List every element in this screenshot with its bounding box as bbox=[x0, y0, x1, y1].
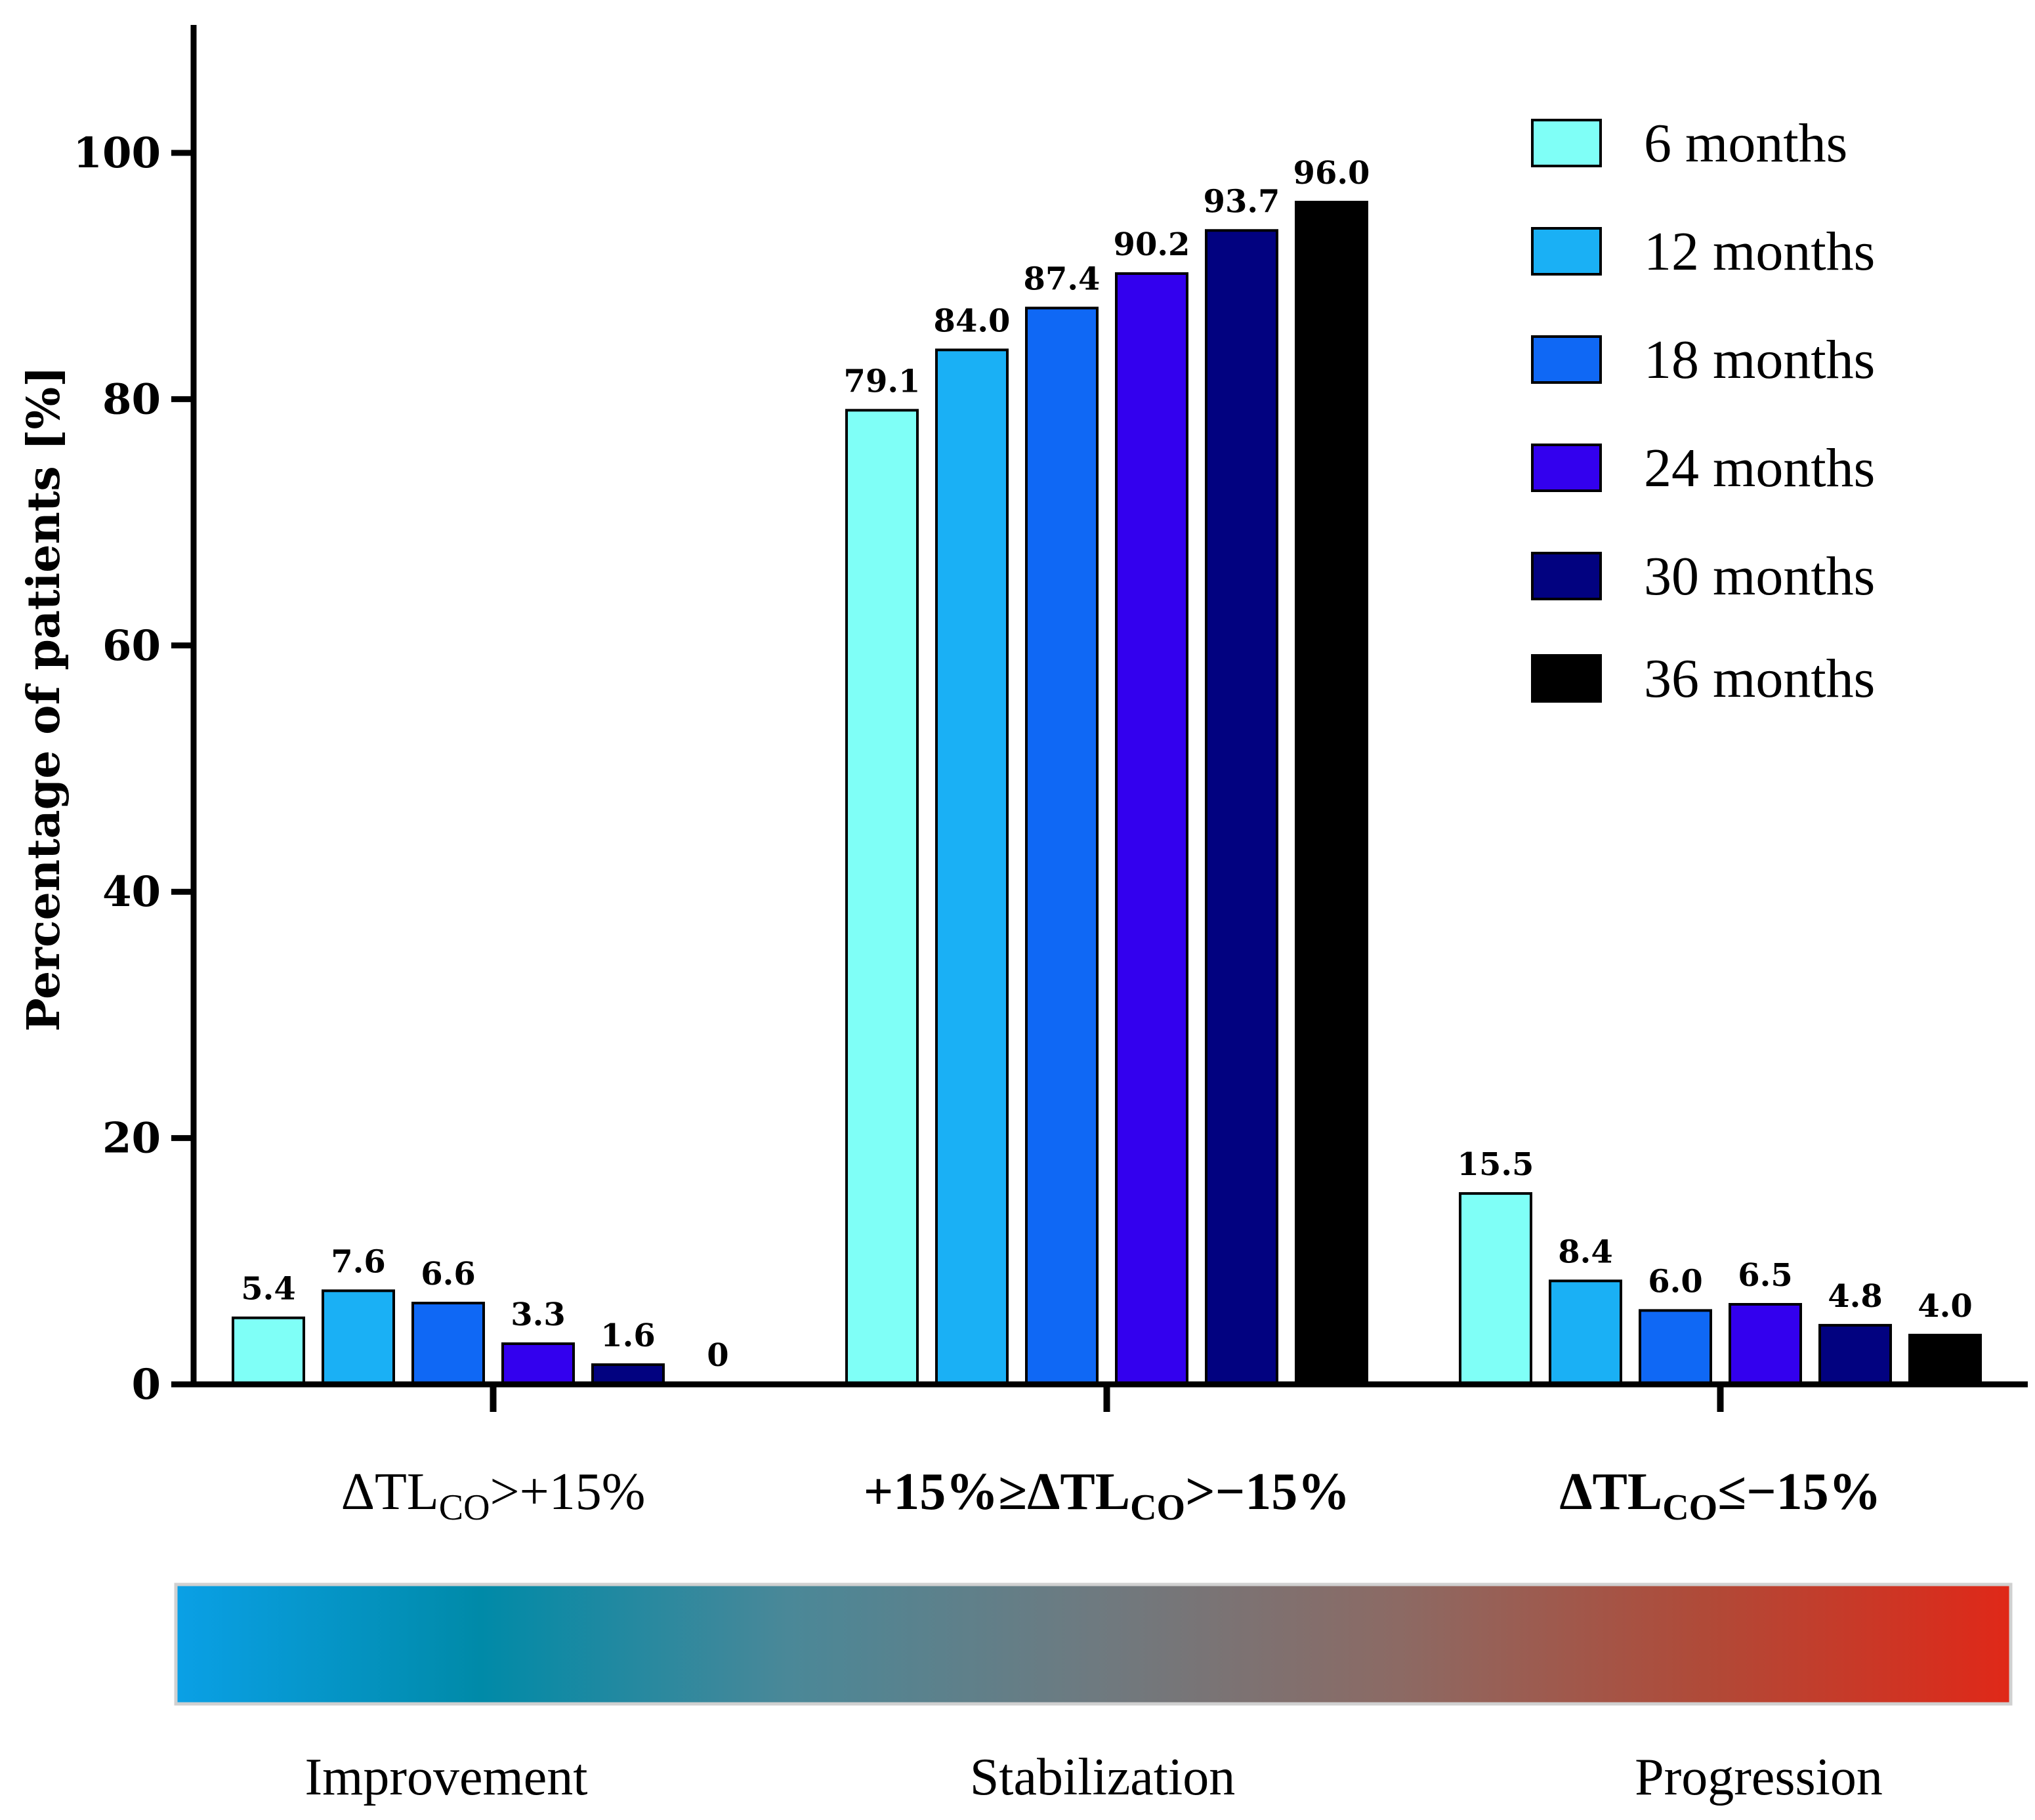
legend: 6 months 12 months 18 months 24 months 30 mo… bbox=[1531, 113, 1875, 709]
y-axis: 0 20 40 60 80 100 bbox=[73, 25, 197, 1409]
value-label-6-months-cat-3: 15.5 bbox=[1458, 1146, 1534, 1183]
bar-6-months-cat-2 bbox=[845, 409, 919, 1386]
bar-group-1: 5.4 7.6 6.6 3.3 1.6 0 bbox=[232, 1243, 729, 1386]
x-tick-label-3: ΔTLCO≤−15% bbox=[1559, 1463, 1881, 1528]
legend-label-18-months: 18 months bbox=[1644, 329, 1875, 390]
x-tick-label-2: +15%≥ΔTLCO>−15% bbox=[864, 1463, 1351, 1528]
legend-swatch-6-months bbox=[1531, 119, 1602, 167]
bar-24-months-cat-3 bbox=[1729, 1302, 1802, 1386]
y-axis-title: Percentage of patients [%] bbox=[18, 366, 70, 1032]
bar-group-2: 79.1 84.0 87.4 90.2 93.7 96.0 bbox=[844, 155, 1370, 1386]
bars: 5.4 7.6 6.6 3.3 1.6 0 79.1 84.0 87.4 90.2 93.7 96.0… bbox=[232, 155, 1982, 1386]
y-tick-label-60: 60 bbox=[102, 621, 161, 671]
value-label-6-months-cat-1: 5.4 bbox=[241, 1271, 296, 1308]
value-label-24-months-cat-2: 90.2 bbox=[1114, 226, 1190, 263]
y-tick-label-20: 20 bbox=[102, 1114, 161, 1163]
value-label-36-months-cat-2: 96.0 bbox=[1293, 155, 1370, 192]
bar-12-months-cat-3 bbox=[1549, 1279, 1622, 1386]
legend-item-30-months: 30 months bbox=[1531, 546, 1875, 607]
x-tick-label-1: ΔTLCO>+15% bbox=[341, 1463, 646, 1528]
value-label-30-months-cat-3: 4.8 bbox=[1828, 1278, 1883, 1315]
y-tick-label-40: 40 bbox=[102, 867, 161, 917]
bar-18-months-cat-3 bbox=[1639, 1309, 1712, 1386]
x-axis: ΔTLCO>+15% +15%≥ΔTLCO>−15% ΔTLCO≤−15% bbox=[191, 1381, 2028, 1528]
legend-swatch-18-months bbox=[1531, 335, 1602, 384]
value-label-12-months-cat-1: 7.6 bbox=[331, 1243, 386, 1280]
bar-12-months-cat-1 bbox=[322, 1289, 395, 1386]
value-label-18-months-cat-2: 87.4 bbox=[1024, 261, 1101, 298]
bar-18-months-cat-1 bbox=[411, 1302, 485, 1386]
legend-item-24-months: 24 months bbox=[1531, 438, 1875, 499]
y-tick-label-100: 100 bbox=[73, 129, 161, 178]
legend-label-36-months: 36 months bbox=[1644, 648, 1875, 709]
bar-24-months-cat-1 bbox=[501, 1342, 575, 1386]
value-label-18-months-cat-3: 6.0 bbox=[1648, 1263, 1703, 1300]
value-label-24-months-cat-3: 6.5 bbox=[1738, 1257, 1793, 1294]
legend-label-24-months: 24 months bbox=[1644, 438, 1875, 499]
value-label-24-months-cat-1: 3.3 bbox=[511, 1296, 566, 1333]
bar-24-months-cat-2 bbox=[1115, 272, 1188, 1386]
legend-swatch-12-months bbox=[1531, 227, 1602, 276]
value-label-36-months-cat-1: 0 bbox=[707, 1337, 728, 1374]
legend-label-12-months: 12 months bbox=[1644, 221, 1875, 282]
value-label-18-months-cat-1: 6.6 bbox=[421, 1256, 476, 1293]
legend-label-30-months: 30 months bbox=[1644, 546, 1875, 607]
trend-gradient-section: Improvement Stabilization Progression bbox=[174, 1582, 2013, 1806]
trend-gradient-bar bbox=[174, 1582, 2013, 1706]
legend-item-18-months: 18 months bbox=[1531, 329, 1875, 390]
gradient-label-stabilization: Stabilization bbox=[970, 1748, 1235, 1806]
bar-6-months-cat-3 bbox=[1459, 1192, 1532, 1386]
bar-6-months-cat-1 bbox=[232, 1316, 305, 1386]
value-label-30-months-cat-2: 93.7 bbox=[1204, 183, 1280, 220]
value-label-12-months-cat-3: 8.4 bbox=[1558, 1233, 1613, 1270]
value-label-12-months-cat-2: 84.0 bbox=[934, 302, 1011, 339]
value-label-6-months-cat-2: 79.1 bbox=[844, 363, 921, 400]
value-label-36-months-cat-3: 4.0 bbox=[1918, 1288, 1973, 1325]
y-tick-label-80: 80 bbox=[102, 375, 161, 424]
bar-12-months-cat-2 bbox=[935, 348, 1009, 1386]
legend-swatch-30-months bbox=[1531, 552, 1602, 600]
legend-label-6-months: 6 months bbox=[1644, 113, 1847, 174]
y-tick-label-0: 0 bbox=[131, 1360, 161, 1409]
legend-item-12-months: 12 months bbox=[1531, 221, 1875, 282]
bar-18-months-cat-2 bbox=[1025, 306, 1099, 1386]
bar-36-months-cat-2 bbox=[1295, 201, 1368, 1386]
legend-item-6-months: 6 months bbox=[1531, 113, 1847, 174]
gradient-label-improvement: Improvement bbox=[305, 1748, 588, 1806]
bar-36-months-cat-3 bbox=[1908, 1333, 1982, 1386]
bar-30-months-cat-2 bbox=[1205, 229, 1278, 1386]
legend-swatch-36-months bbox=[1531, 654, 1602, 703]
gradient-label-progression: Progression bbox=[1635, 1748, 1883, 1806]
bar-30-months-cat-1 bbox=[591, 1363, 665, 1386]
value-label-30-months-cat-1: 1.6 bbox=[600, 1317, 656, 1354]
legend-swatch-24-months bbox=[1531, 444, 1602, 492]
bar-group-3: 15.5 8.4 6.0 6.5 4.8 4.0 bbox=[1458, 1146, 1982, 1386]
bar-30-months-cat-3 bbox=[1818, 1323, 1892, 1386]
legend-item-36-months: 36 months bbox=[1531, 648, 1875, 709]
